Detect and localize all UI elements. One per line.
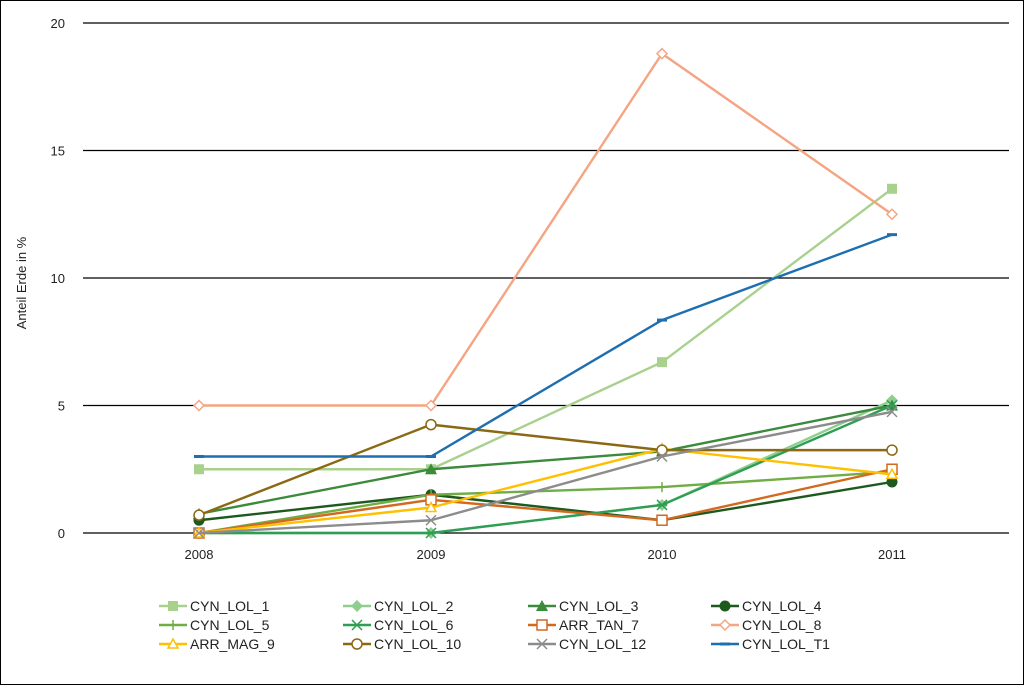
series-line bbox=[198, 423, 892, 517]
data-point bbox=[425, 418, 437, 431]
legend-marker bbox=[351, 600, 363, 612]
series-line bbox=[199, 233, 893, 458]
legend-marker bbox=[166, 637, 180, 649]
legend-marker bbox=[536, 619, 548, 631]
series-line bbox=[198, 468, 893, 535]
legend-marker bbox=[720, 642, 730, 646]
legend: CYN_LOL_1 CYN_LOL_2 CYN_LOL_3 CYN_LOL_4 CYN_… bbox=[159, 598, 830, 652]
series-lines bbox=[192, 47, 899, 539]
x-tick-label: 2011 bbox=[878, 547, 906, 562]
legend-label: CYN_LOL_5 bbox=[190, 617, 270, 633]
data-point bbox=[657, 318, 667, 322]
data-point bbox=[885, 467, 899, 480]
legend-entry: CYN_LOL_10 bbox=[343, 636, 461, 652]
legend-entry: CYN_LOL_4 bbox=[711, 598, 822, 614]
legend-marker bbox=[168, 601, 178, 611]
legend-entry: CYN_LOL_8 bbox=[711, 617, 822, 633]
legend-marker bbox=[536, 600, 548, 611]
data-point bbox=[425, 463, 437, 475]
legend-label: CYN_LOL_4 bbox=[742, 598, 822, 614]
data-point bbox=[425, 527, 437, 539]
data-point bbox=[656, 499, 668, 511]
y-tick-label: 20 bbox=[51, 16, 65, 31]
data-point bbox=[193, 527, 205, 539]
data-point bbox=[425, 514, 437, 526]
series-cyn-lol-t1 bbox=[194, 233, 897, 458]
legend-entry: CYN_LOL_2 bbox=[343, 598, 454, 614]
series-line bbox=[198, 470, 893, 535]
x-tick-label: 2009 bbox=[417, 547, 446, 562]
legend-entry: ARR_MAG_9 bbox=[159, 636, 275, 652]
series-line bbox=[199, 399, 893, 535]
x-tick-label: 2008 bbox=[185, 547, 214, 562]
data-point bbox=[886, 444, 898, 456]
series-line bbox=[198, 480, 893, 522]
legend-label: ARR_TAN_7 bbox=[559, 617, 639, 633]
series-cyn-lol-12 bbox=[193, 406, 898, 539]
data-point bbox=[886, 406, 898, 418]
legend-entry: CYN_LOL_3 bbox=[528, 598, 639, 614]
series-line bbox=[199, 52, 893, 407]
legend-entry: CYN_LOL_6 bbox=[343, 617, 454, 633]
data-point bbox=[885, 208, 899, 221]
legend-marker bbox=[351, 638, 363, 650]
data-point bbox=[656, 514, 668, 526]
data-point bbox=[887, 183, 897, 194]
legend-entry: CYN_LOL_12 bbox=[528, 636, 646, 652]
legend-entry: ARR_TAN_7 bbox=[528, 617, 639, 633]
legend-entry: CYN_LOL_5 bbox=[159, 617, 270, 633]
legend-label: CYN_LOL_6 bbox=[374, 617, 454, 633]
legend-marker bbox=[351, 619, 363, 631]
legend-label: CYN_LOL_1 bbox=[190, 598, 270, 614]
series-line bbox=[198, 447, 893, 535]
data-point bbox=[886, 476, 898, 488]
legend-label: CYN_LOL_12 bbox=[559, 636, 646, 652]
series-cyn-lol-8 bbox=[192, 47, 899, 412]
legend-marker bbox=[718, 618, 732, 632]
legend-marker bbox=[719, 600, 731, 612]
y-tick-label: 5 bbox=[58, 399, 65, 414]
y-tick-label: 0 bbox=[58, 526, 65, 541]
y-axis-title: Anteil Erde in % bbox=[14, 236, 29, 329]
x-tick-label: 2010 bbox=[648, 547, 677, 562]
legend-label: CYN_LOL_2 bbox=[374, 598, 454, 614]
data-point bbox=[887, 233, 897, 237]
data-point bbox=[192, 399, 206, 412]
legend-label: CYN_LOL_8 bbox=[742, 617, 822, 633]
series-line bbox=[198, 404, 893, 516]
data-point bbox=[426, 455, 436, 458]
legend-marker bbox=[168, 620, 178, 630]
legend-label: ARR_MAG_9 bbox=[190, 636, 275, 652]
data-point bbox=[657, 357, 667, 368]
legend-entry: CYN_LOL_T1 bbox=[711, 636, 830, 652]
series-line bbox=[199, 404, 893, 535]
legend-label: CYN_LOL_3 bbox=[559, 598, 639, 614]
data-point bbox=[655, 47, 669, 60]
data-point bbox=[193, 509, 205, 521]
data-point bbox=[656, 444, 668, 456]
series-cyn-lol-10 bbox=[193, 418, 898, 521]
data-point bbox=[194, 464, 204, 475]
data-point bbox=[424, 500, 438, 513]
data-point bbox=[424, 399, 438, 412]
y-tick-label: 15 bbox=[51, 144, 65, 159]
axes: 0 5 10 15 20 2008 2009 2010 2011 bbox=[51, 16, 906, 562]
data-point bbox=[194, 455, 204, 458]
legend-label: CYN_LOL_T1 bbox=[742, 636, 830, 652]
y-tick-label: 10 bbox=[51, 271, 65, 286]
data-point bbox=[656, 450, 668, 463]
legend-label: CYN_LOL_10 bbox=[374, 636, 461, 652]
legend-entry: CYN_LOL_1 bbox=[159, 598, 270, 614]
data-point bbox=[657, 482, 667, 493]
legend-marker bbox=[536, 638, 548, 650]
series-line bbox=[198, 410, 893, 535]
